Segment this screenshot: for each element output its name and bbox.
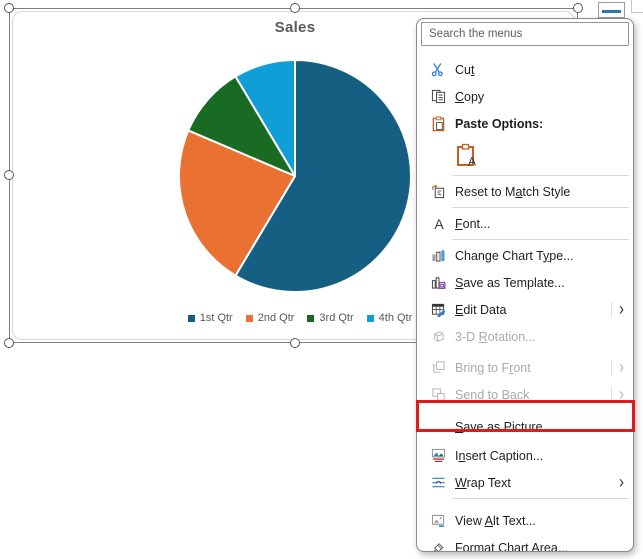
menu-item-paste-options: Paste Options:: [417, 110, 633, 137]
legend-label: 4th Qtr: [378, 312, 413, 324]
3d-rotation-icon: [430, 328, 447, 345]
legend-item[interactable]: 2nd Qtr: [245, 312, 295, 324]
menu-item-label: 3-D Rotation...: [455, 329, 536, 344]
paste-keep-text-button[interactable]: A: [456, 143, 477, 168]
menu-item-label: Paste Options:: [455, 116, 544, 131]
paste-icon: [430, 115, 447, 132]
menu-item-reset-to-match-style[interactable]: Reset to Match Style: [417, 178, 633, 205]
menu-item-change-chart-type[interactable]: Change Chart Type...: [417, 242, 633, 269]
menu-item-label: Edit Data: [455, 302, 507, 317]
legend-swatch: [366, 314, 374, 322]
chevron-right-icon: ›: [619, 471, 624, 494]
window-corner-fragment: [631, 12, 643, 13]
menu-separator: [452, 498, 629, 499]
bring-to-front-icon: [430, 359, 447, 376]
legend-item[interactable]: 1st Qtr: [187, 312, 233, 324]
resize-handle-top-left[interactable]: [4, 3, 14, 13]
pie-slice-4th-qtr[interactable]: [234, 59, 296, 177]
legend-label: 2nd Qtr: [257, 312, 295, 324]
legend-item[interactable]: 3rd Qtr: [307, 312, 354, 324]
paste-option-row: A: [417, 137, 633, 173]
menu-item-cut[interactable]: Cut: [417, 56, 633, 83]
chart-title[interactable]: Sales: [274, 19, 316, 36]
menu-item-label: Change Chart Type...: [455, 248, 574, 263]
menu-item-copy[interactable]: Copy: [417, 83, 633, 110]
resize-handle-middle-left[interactable]: [4, 170, 14, 180]
menu-item-bring-to-front: Bring to Front ›: [417, 354, 633, 381]
underline-color-bar: [602, 10, 621, 13]
alt-text-icon: [430, 512, 447, 529]
menu-item-format-chart-area[interactable]: Format Chart Area...: [417, 534, 633, 552]
legend-item[interactable]: 4th Qtr: [366, 312, 413, 324]
submenu-divider: [611, 360, 612, 375]
format-chart-area-icon: [430, 539, 447, 551]
submenu-divider: [611, 387, 612, 402]
menu-item-save-as-template[interactable]: Save as Template...: [417, 269, 633, 296]
menu-item-label: Cut: [455, 62, 475, 77]
search-input[interactable]: [421, 22, 629, 46]
chart-type-icon: [430, 247, 447, 264]
menu-item-send-to-back: Send to Back ›: [417, 381, 633, 408]
menu-item-label: Save as Template...: [455, 275, 565, 290]
pie-slice-3rd-qtr[interactable]: [187, 75, 296, 177]
resize-handle-top-right[interactable]: [573, 3, 583, 13]
font-icon: A: [430, 215, 447, 232]
legend-swatch: [245, 314, 253, 322]
pie-chart: [177, 58, 413, 294]
menu-item-font[interactable]: A Font...: [417, 210, 633, 237]
save-template-icon: [430, 274, 447, 291]
chevron-right-icon: ›: [619, 383, 624, 406]
menu-item-label: Wrap Text: [455, 475, 511, 490]
menu-item-label: Copy: [455, 89, 485, 104]
scissors-icon: [430, 61, 447, 78]
legend-swatch: [187, 314, 195, 322]
menu-separator: [452, 239, 629, 240]
menu-item-edit-data[interactable]: Edit Data ›: [417, 296, 633, 323]
menu-item-label: Bring to Front: [455, 360, 531, 375]
chevron-right-icon: ›: [619, 298, 624, 321]
resize-handle-bottom-left[interactable]: [4, 338, 14, 348]
menu-separator: [452, 175, 629, 176]
menu-item-wrap-text[interactable]: Wrap Text ›: [417, 469, 633, 496]
legend-label: 3rd Qtr: [319, 312, 354, 324]
svg-text:A: A: [434, 216, 444, 232]
wrap-text-icon: [430, 474, 447, 491]
pie-slice-2nd-qtr[interactable]: [178, 129, 296, 277]
pie-slice-1st-qtr[interactable]: [234, 59, 412, 293]
reset-style-icon: [430, 183, 447, 200]
menu-separator: [452, 207, 629, 208]
resize-handle-bottom-center[interactable]: [290, 338, 300, 348]
menu-item-label: Font...: [455, 216, 491, 231]
context-menu: Cut Copy Paste Options:: [416, 18, 634, 552]
menu-item-3d-rotation: 3-D Rotation...: [417, 323, 633, 350]
menu-item-label: View Alt Text...: [455, 513, 536, 528]
menu-item-label: Reset to Match Style: [455, 184, 571, 199]
annotation-highlight-box: [416, 400, 635, 432]
svg-text:A: A: [468, 154, 476, 168]
menu-item-label: Send to Back: [455, 387, 530, 402]
chevron-right-icon: ›: [619, 356, 624, 379]
legend-swatch: [307, 314, 315, 322]
menu-item-label: Format Chart Area...: [455, 540, 569, 552]
submenu-divider: [611, 302, 612, 317]
legend-label: 1st Qtr: [199, 312, 233, 324]
edit-data-icon: [430, 301, 447, 318]
menu-item-view-alt-text[interactable]: View Alt Text...: [417, 507, 633, 534]
menu-item-label: Insert Caption...: [455, 448, 544, 463]
mini-toolbar-fragment[interactable]: [598, 2, 625, 18]
insert-caption-icon: [430, 447, 447, 464]
menu-item-insert-caption[interactable]: Insert Caption...: [417, 442, 633, 469]
resize-handle-top-center[interactable]: [290, 3, 300, 13]
copy-icon: [430, 88, 447, 105]
window-corner-fragment: [631, 0, 632, 13]
chart-legend[interactable]: 1st Qtr 2nd Qtr 3rd Qtr 4th Qtr: [40, 312, 560, 324]
